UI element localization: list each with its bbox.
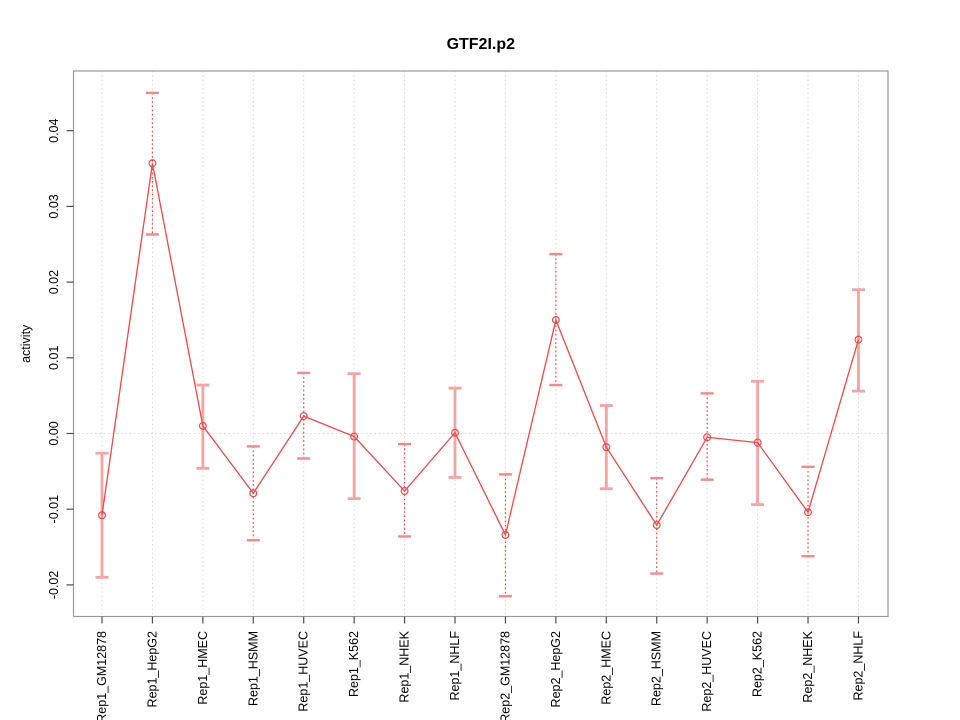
data-point-marker [703, 433, 712, 442]
data-point-marker [400, 487, 409, 496]
data-point-marker [97, 511, 106, 520]
plot-border [72, 70, 889, 618]
data-point-marker [451, 428, 460, 437]
data-point-marker [501, 530, 510, 539]
data-point-marker [551, 315, 560, 324]
axis-layer: -0.02 -0.01 0.00 0.01 0.02 0.03 0.04 Rep1_GM128… [47, 70, 889, 720]
x-tick-label: Rep1_HepG2 [145, 631, 159, 707]
y-tick-label: 0.01 [47, 346, 61, 370]
x-tick-label: Rep2_HUVEC [700, 631, 714, 712]
data-point-marker [148, 159, 157, 168]
data-point-marker [198, 421, 207, 430]
x-tick-label: Rep1_NHLF [448, 631, 462, 701]
data-point-marker [753, 438, 762, 447]
x-tick-label: Rep2_HMEC [599, 631, 613, 705]
data-point-marker [854, 335, 863, 344]
y-tick-label: 0.03 [47, 194, 61, 218]
x-tick-label: Rep2_HSMM [650, 631, 664, 706]
data-point-marker [350, 432, 359, 441]
x-tick-label: Rep1_HMEC [196, 631, 210, 705]
x-tick-label: Rep1_HUVEC [297, 631, 311, 712]
y-tick-label: 0.04 [47, 118, 61, 142]
grid-layer [73, 71, 888, 617]
y-tick-label: 0.00 [47, 421, 61, 445]
x-tick-label: Rep1_HSMM [246, 631, 260, 706]
data-point-marker [299, 412, 308, 421]
x-tick-label: Rep1_K562 [347, 631, 361, 697]
x-tick-label: Rep2_GM12878 [498, 631, 512, 720]
y-tick-label: -0.01 [47, 495, 61, 524]
data-point-marker [249, 489, 258, 498]
data-series-layer [95, 91, 865, 598]
x-tick-label: Rep1_GM12878 [95, 631, 109, 720]
y-tick-label: -0.02 [47, 571, 61, 600]
y-tick-label: 0.02 [47, 270, 61, 294]
data-point-marker [652, 521, 661, 530]
chart-title: GTF2I.p2 [447, 36, 516, 53]
series-line [101, 163, 860, 537]
data-point-marker [804, 508, 813, 517]
x-tick-label: Rep2_HepG2 [549, 631, 563, 707]
x-tick-label: Rep2_K562 [751, 631, 765, 697]
x-tick-label: Rep1_NHEK [398, 630, 412, 702]
x-tick-label: Rep2_NHLF [851, 631, 865, 701]
data-point-marker [602, 443, 611, 452]
x-tick-label: Rep2_NHEK [801, 630, 815, 702]
y-axis-label: activity [19, 324, 33, 363]
